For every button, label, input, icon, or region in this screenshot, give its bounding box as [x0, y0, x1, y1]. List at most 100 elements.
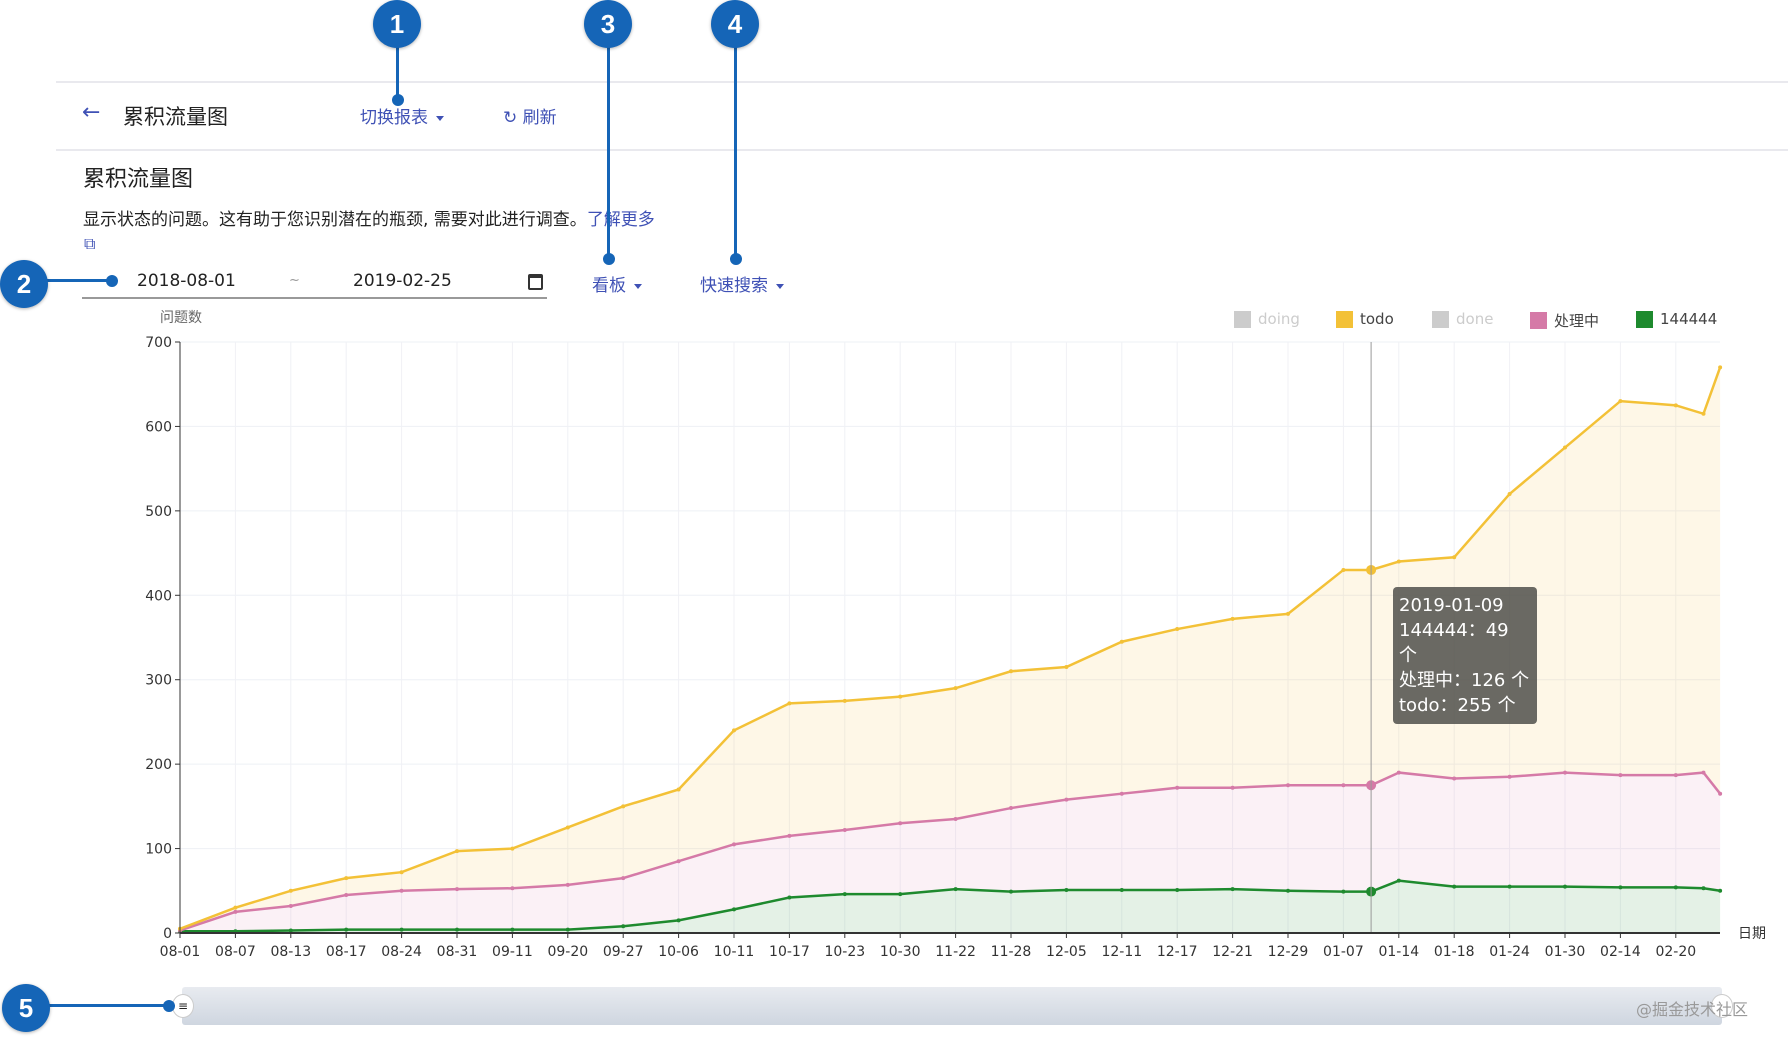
date-range-picker[interactable]: 2018-08-01 ~ 2019-02-25: [82, 268, 547, 299]
data-point-处理中: [842, 827, 847, 832]
data-point-处理中: [676, 859, 681, 864]
end-date-input[interactable]: 2019-02-25: [353, 271, 452, 291]
data-point-144444: [1452, 884, 1457, 889]
data-point-处理中: [288, 903, 293, 908]
data-point-todo: [1563, 445, 1567, 450]
data-point-144444: [676, 918, 681, 923]
data-point-144444: [732, 907, 736, 912]
callout-4: 4: [711, 0, 759, 48]
data-point-todo: [399, 870, 404, 875]
x-tick-label: 09-27: [603, 944, 644, 960]
data-point-处理中: [1701, 770, 1706, 775]
quick-search-dropdown[interactable]: 快速搜索: [700, 271, 784, 296]
data-point-处理中: [1230, 785, 1235, 790]
legend-label: 处理中: [1554, 312, 1600, 330]
tooltip-line: 144444：49 个: [1399, 620, 1509, 666]
y-tick-label: 0: [163, 926, 172, 942]
data-point-todo: [1673, 403, 1678, 408]
data-zoom-slider[interactable]: [182, 987, 1722, 1025]
slider-right-handle[interactable]: [1711, 994, 1733, 1018]
header-top-divider: [56, 81, 1788, 83]
data-point-处理中: [455, 887, 459, 892]
data-point-144444: [510, 927, 515, 932]
data-point-144444: [898, 892, 903, 897]
data-point-todo: [842, 698, 847, 703]
switch-report-dropdown[interactable]: 切换报表: [360, 103, 444, 128]
back-arrow-icon[interactable]: ←: [82, 100, 101, 125]
area-处理中: [180, 772, 1721, 932]
data-point-处理中: [621, 876, 626, 881]
y-tick-label: 200: [145, 757, 172, 773]
y-tick-label: 500: [145, 504, 172, 520]
data-point-处理中: [1563, 770, 1567, 775]
legend-swatch: [1432, 310, 1449, 328]
data-point-todo: [565, 825, 570, 830]
callout-2: 2: [0, 260, 48, 308]
data-point-144444: [399, 927, 404, 932]
data-point-todo: [1452, 555, 1457, 560]
data-point-todo: [621, 804, 626, 809]
slider-left-handle[interactable]: ≡: [172, 994, 194, 1018]
x-tick-label: 08-24: [381, 944, 422, 960]
start-date-input[interactable]: 2018-08-01: [137, 271, 236, 291]
legend-done[interactable]: done: [1432, 310, 1493, 328]
legend-processing[interactable]: 处理中: [1530, 310, 1599, 331]
data-point-todo: [1507, 491, 1512, 496]
refresh-label: 刷新: [522, 108, 557, 128]
data-point-144444: [787, 895, 792, 900]
x-tick-label: 01-30: [1545, 944, 1586, 960]
x-tick-label: 09-20: [547, 944, 588, 960]
external-link-icon[interactable]: ⧉: [84, 234, 96, 253]
data-point-todo: [953, 686, 958, 691]
callout-line: [734, 40, 737, 259]
refresh-button[interactable]: ↻ 刷新: [503, 103, 557, 128]
caret-down-icon: [776, 283, 784, 289]
data-point-todo: [1396, 559, 1401, 564]
x-tick-label: 02-20: [1655, 944, 1696, 960]
switch-report-label: 切换报表: [360, 108, 428, 128]
tooltip-line: todo：255 个: [1399, 695, 1516, 716]
data-point-144444: [1673, 885, 1678, 890]
legend-todo[interactable]: todo: [1336, 310, 1394, 328]
legend-swatch: [1636, 310, 1653, 328]
y-axis-title: 问题数: [160, 310, 202, 326]
data-point-处理中: [510, 886, 515, 891]
data-point-todo: [1230, 616, 1235, 621]
legend-doing[interactable]: doing: [1234, 310, 1300, 328]
calendar-icon[interactable]: [528, 274, 543, 290]
callout-line: [396, 40, 399, 100]
description-text: 显示状态的问题。这有助于您识别潜在的瓶颈, 需要对此进行调查。: [83, 210, 587, 230]
x-tick-label: 01-14: [1378, 944, 1419, 960]
x-tick-label: 10-30: [880, 944, 921, 960]
x-tick-label: 12-21: [1212, 944, 1253, 960]
date-separator: ~: [289, 273, 300, 288]
data-point-144444: [1563, 884, 1567, 889]
x-tick-label: 09-11: [492, 944, 533, 960]
callout-1: 1: [373, 0, 421, 48]
board-label: 看板: [592, 276, 626, 296]
x-tick-label: 02-14: [1600, 944, 1641, 960]
data-point-处理中: [787, 833, 792, 838]
x-tick-label: 08-17: [326, 944, 367, 960]
y-tick-label: 100: [145, 842, 172, 858]
watermark: @掘金技术社区: [1636, 1000, 1749, 1019]
page-description: 显示状态的问题。这有助于您识别潜在的瓶颈, 需要对此进行调查。了解更多: [83, 205, 655, 230]
data-point-144444: [344, 927, 349, 932]
caret-down-icon: [634, 283, 642, 289]
legend-144444[interactable]: 144444: [1636, 310, 1717, 328]
data-point-处理中: [565, 882, 570, 887]
data-point-144444: [1618, 885, 1623, 890]
callout-line: [40, 279, 112, 282]
learn-more-link[interactable]: 了解更多: [586, 210, 655, 230]
x-tick-label: 08-07: [215, 944, 256, 960]
board-dropdown[interactable]: 看板: [592, 271, 642, 296]
data-point-处理中: [399, 888, 404, 893]
data-point-144444: [1341, 889, 1346, 894]
data-point-todo: [1286, 611, 1290, 616]
data-point-处理中: [1286, 783, 1290, 788]
data-point-144444: [1119, 887, 1124, 892]
y-tick-label: 300: [145, 673, 172, 689]
data-point-todo: [1718, 365, 1723, 370]
x-tick-label: 11-22: [935, 944, 976, 960]
